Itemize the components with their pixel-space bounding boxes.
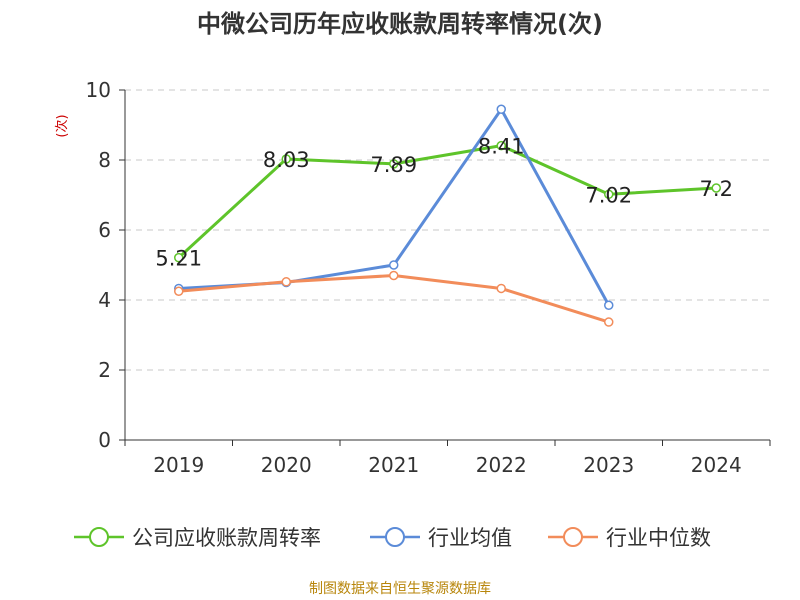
y-tick-label: 8 — [98, 148, 111, 172]
x-tick-label: 2024 — [691, 453, 742, 477]
y-tick-label: 6 — [98, 218, 111, 242]
data-point — [496, 140, 506, 151]
data-point — [281, 277, 291, 287]
data-label: 5.21 — [155, 247, 202, 271]
chart-title: 中微公司历年应收账款周转率情况(次) — [197, 10, 603, 38]
source-note: 制图数据来自恒生聚源数据库 — [309, 581, 491, 597]
y-axis-label: (次) — [54, 114, 70, 137]
data-point — [174, 286, 184, 296]
data-point — [604, 300, 614, 310]
data-label: 7.89 — [370, 153, 417, 177]
legend-marker — [89, 527, 109, 547]
data-point — [281, 154, 291, 164]
x-tick-label: 2023 — [583, 453, 634, 477]
data-point — [389, 159, 399, 169]
legend: 公司应收账款周转率 行业均值 行业中位数 — [74, 526, 711, 550]
data-point — [604, 317, 614, 327]
data-labels: 5.21 8.03 7.89 8.41 7.02 7.2 — [155, 135, 733, 271]
y-tick-label: 2 — [98, 358, 111, 382]
data-label: 8.41 — [478, 135, 525, 159]
x-tick-label: 2022 — [476, 453, 527, 477]
data-label: 7.2 — [700, 177, 733, 201]
series-line — [178, 274, 610, 324]
legend-marker — [385, 527, 405, 547]
data-point — [389, 270, 399, 281]
legend-label: 行业均值 — [428, 526, 512, 550]
series-lines — [174, 104, 721, 327]
x-tick-label: 2019 — [153, 453, 204, 477]
data-point — [604, 189, 614, 200]
axes: 0 2 4 6 8 10 2019 2020 2021 2022 2023 2024 (次) — [54, 78, 771, 477]
y-tick-label: 4 — [98, 288, 111, 312]
y-tick-label: 10 — [86, 78, 111, 102]
data-label: 7.02 — [585, 183, 632, 207]
legend-marker — [563, 527, 583, 547]
data-label: 8.03 — [263, 148, 310, 172]
data-point — [711, 183, 721, 193]
data-point — [174, 252, 184, 263]
data-point — [496, 283, 506, 294]
legend-label: 公司应收账款周转率 — [132, 526, 321, 550]
data-point — [496, 104, 506, 114]
x-tick-label: 2021 — [368, 453, 419, 477]
x-tick-label: 2020 — [261, 453, 312, 477]
series-line — [177, 144, 717, 259]
legend-label: 行业中位数 — [606, 526, 711, 550]
gridlines — [125, 89, 770, 371]
data-point — [389, 260, 399, 270]
y-tick-label: 0 — [98, 428, 111, 452]
